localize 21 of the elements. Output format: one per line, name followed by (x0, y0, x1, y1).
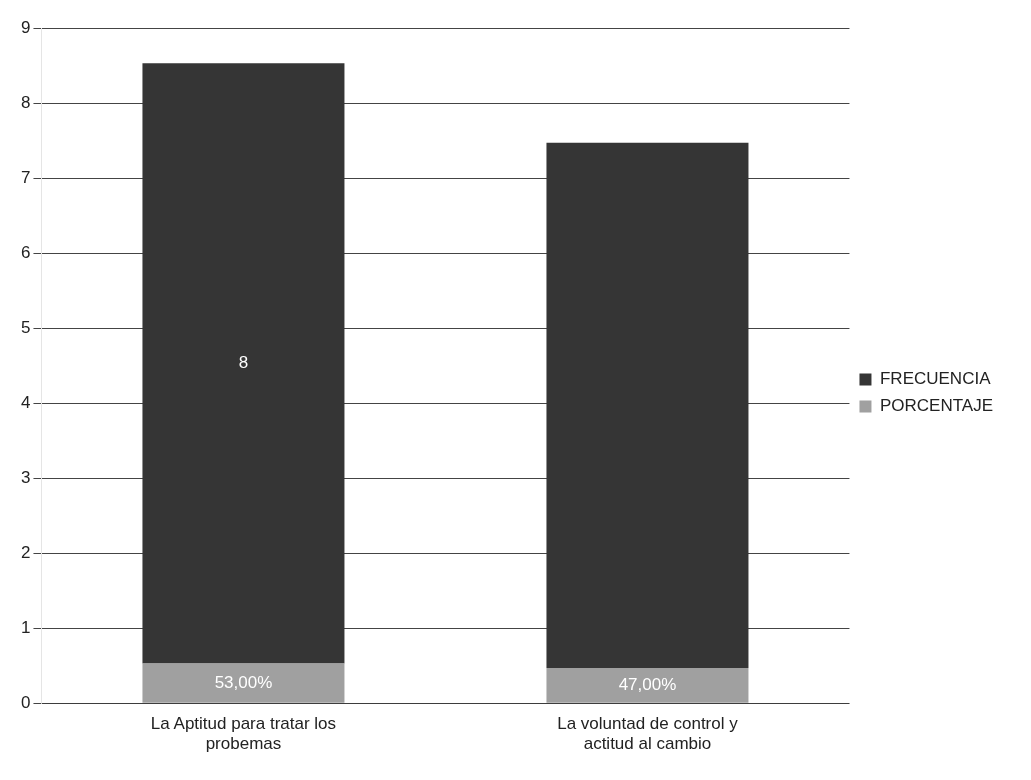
y-tick-label: 8 (20, 92, 31, 112)
data-label: 8 (238, 353, 249, 373)
bar (142, 663, 345, 703)
data-label: 53,00% (214, 672, 273, 692)
y-tick-label: 9 (20, 17, 31, 37)
bar (142, 63, 345, 664)
y-tick-label: 7 (20, 167, 31, 187)
y-tick-label: 1 (20, 617, 31, 637)
y-tick-label: 5 (20, 317, 31, 337)
y-tick-label: 6 (20, 242, 31, 262)
legend-label: FRECUENCIA (879, 369, 992, 389)
legend-label: PORCENTAJE (879, 396, 994, 416)
y-tick-label: 4 (20, 392, 31, 412)
y-tick-label: 3 (20, 467, 31, 487)
data-label: 47,00% (618, 675, 677, 695)
y-tick-label: 2 (20, 542, 31, 562)
y-tick-label: 0 (20, 692, 31, 712)
bar (546, 667, 749, 703)
bar (546, 142, 749, 668)
x-tick-label: La voluntad de control y actitud al cambio (557, 714, 739, 754)
x-tick-label: La Aptitud para tratar los probemas (150, 714, 337, 754)
